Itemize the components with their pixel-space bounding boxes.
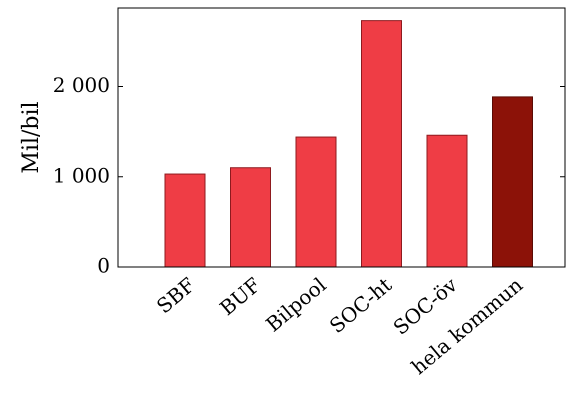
y-tick-label: 0 xyxy=(97,254,110,278)
bars-group xyxy=(164,20,533,268)
x-tick-label: SOC-ht xyxy=(325,273,396,338)
y-tick-label: 1 000 xyxy=(53,163,110,187)
bar-buf xyxy=(230,167,271,268)
x-tick-label: Bilpool xyxy=(261,273,331,337)
x-tick-label: SBF xyxy=(152,273,200,319)
y-tick-label: 2 000 xyxy=(53,73,110,97)
bar-sbf xyxy=(164,173,206,268)
plot-frame xyxy=(117,7,566,268)
x-tick-label: hela kommun xyxy=(407,273,528,380)
x-tick-label: BUF xyxy=(215,273,265,321)
y-axis-label: Mil/bil xyxy=(19,101,44,173)
bar-soc-ht xyxy=(361,20,402,268)
bar-hela-kommun xyxy=(492,96,533,268)
bar-bilpool xyxy=(295,136,337,268)
bar-soc-v xyxy=(426,134,468,268)
y-axis-ticks: 0 1 000 2 000 xyxy=(53,73,565,278)
